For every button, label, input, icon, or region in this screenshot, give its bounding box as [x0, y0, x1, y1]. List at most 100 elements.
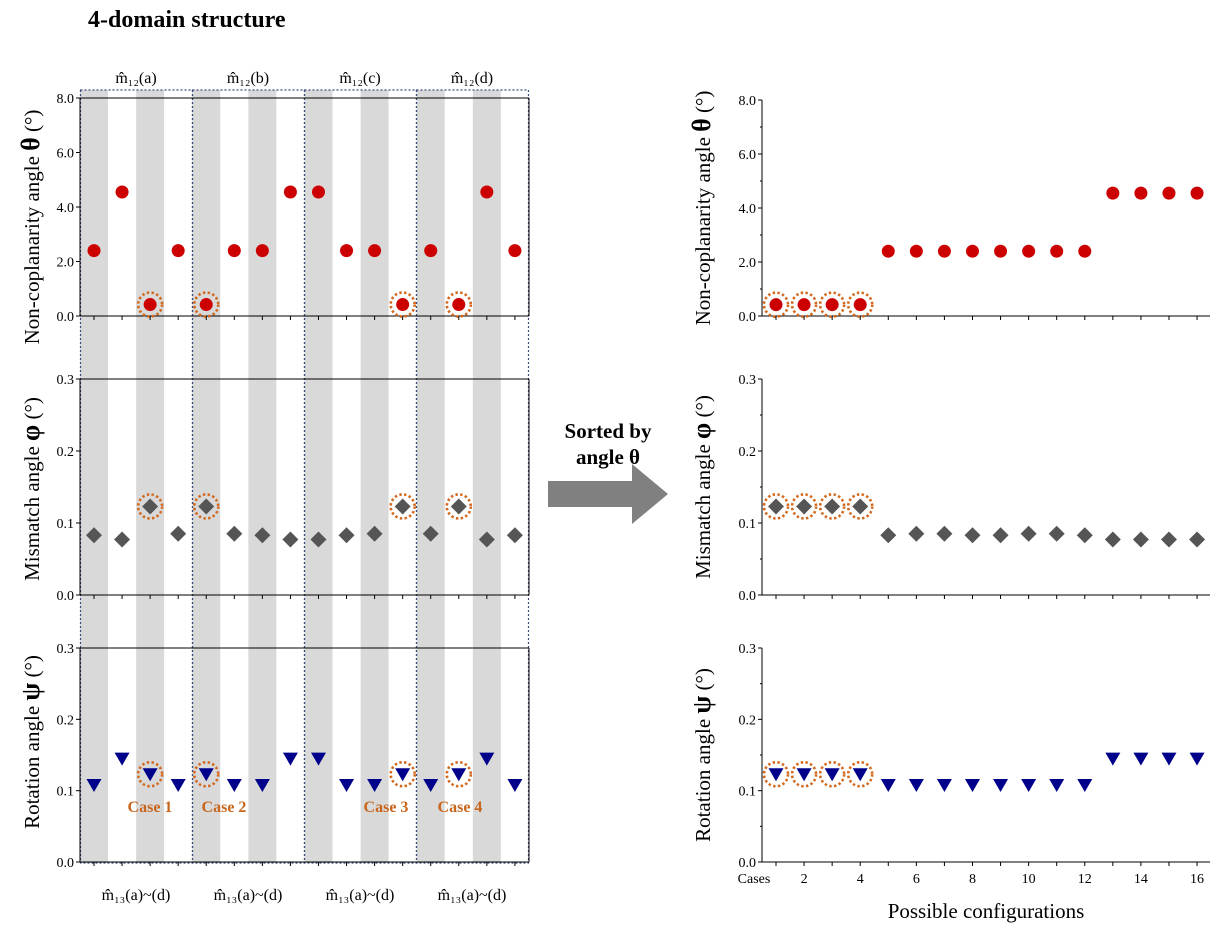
- right-theta-point-7: [937, 244, 951, 258]
- right-theta-point-15: [1162, 186, 1176, 200]
- right-psi-point-2: [796, 768, 812, 782]
- left-panel-theta: 0.0 2.0 4.0 6.0 8.0 Non-coplanarity angle θ (…: [16, 92, 530, 344]
- case-highlight-ring: [846, 760, 874, 788]
- left-psi-point-15: [479, 752, 495, 766]
- right-phi-point-1: [768, 498, 784, 515]
- left-phi-point-12: [394, 498, 411, 515]
- right-panel-psi: 0.0 0.1 0.2 0.3 Rotation angle ψ (°): [687, 642, 1210, 871]
- right-phi-point-9: [992, 527, 1009, 544]
- right-psi-ytick-label: 0.3: [739, 642, 757, 657]
- right-panel-phi: 0.0 0.1 0.2 0.3 Mismatch angle φ (°): [687, 373, 1210, 604]
- right-phi-ytick-label: 0.3: [739, 373, 757, 388]
- left-panel-psi: 0.0 0.1 0.2 0.3 Rotation angle ψ (°): [16, 642, 530, 871]
- right-phi-point-15: [1160, 531, 1177, 548]
- left-theta-point-9: [311, 185, 325, 199]
- right-theta-point-5: [881, 244, 895, 258]
- case-highlight-ring: [846, 493, 874, 520]
- right-theta-point-2: [797, 298, 811, 312]
- left-theta-point-2: [115, 185, 129, 199]
- right-theta-ytick-label: 4.0: [739, 202, 757, 217]
- case-highlight-ring: [790, 760, 818, 788]
- arrow-label-line1: Sorted by: [565, 419, 652, 443]
- grey-band-15: [472, 90, 501, 863]
- group-frame-4: [415, 89, 530, 864]
- x-tick-label-8: 8: [969, 872, 976, 887]
- case-highlight-ring: [445, 291, 473, 318]
- left-theta-ytick-label: 2.0: [57, 256, 75, 271]
- case-highlight-ring: [136, 493, 164, 520]
- left-psi-ytick-label: 0.2: [57, 713, 75, 728]
- right-theta-ytick-label: 0.0: [739, 310, 757, 325]
- left-theta-point-11: [368, 244, 382, 258]
- right-theta-point-14: [1134, 186, 1148, 200]
- right-psi-point-9: [993, 778, 1009, 792]
- grey-band-1: [80, 90, 108, 863]
- case-highlight-ring: [389, 493, 416, 520]
- right-phi-point-2: [796, 498, 813, 515]
- left-theta-ytick-label: 8.0: [57, 92, 75, 107]
- left-theta-point-7: [255, 244, 269, 258]
- case-highlight-ring: [389, 760, 416, 788]
- right-phi-point-11: [1048, 525, 1065, 542]
- grey-band-3: [136, 90, 165, 863]
- left-phi-point-5: [198, 498, 215, 515]
- arrow-label-line2: angle θ: [576, 445, 640, 469]
- right-phi-point-8: [964, 527, 981, 544]
- right-phi-point-3: [824, 498, 841, 515]
- left-psi-point-2: [114, 752, 130, 766]
- right-psi-point-5: [880, 778, 896, 792]
- group-frame-2: [191, 89, 306, 864]
- right-psi-ytick-label: 0.0: [739, 856, 757, 871]
- left-phi-point-1: [86, 527, 102, 544]
- right-theta-point-1: [769, 298, 783, 312]
- case-highlight-ring: [445, 493, 473, 520]
- group-frame-1: [79, 89, 194, 864]
- case-highlight-ring: [762, 291, 790, 318]
- left-phi-ytick-label: 0.3: [57, 373, 75, 388]
- grey-band-9: [304, 90, 333, 863]
- left-phi-point-2: [114, 531, 131, 548]
- left-psi-point-6: [226, 778, 242, 792]
- right-psi-point-10: [1021, 778, 1037, 792]
- left-phi-point-3: [142, 498, 159, 515]
- bottom-group-label-2: m̂₁₃(a)~(d): [214, 887, 283, 904]
- left-psi-point-7: [254, 778, 270, 792]
- left-theta-point-14: [452, 298, 466, 312]
- left-psi-point-1: [86, 778, 102, 792]
- case-label-1: Case 1: [128, 799, 173, 816]
- left-panel-phi: 0.0 0.1 0.2 0.3 Mismatch angle φ (°): [16, 373, 530, 604]
- left-phi-point-16: [506, 527, 523, 544]
- right-phi-ylabel: Mismatch angle φ (°): [687, 395, 716, 579]
- case-highlight-ring: [389, 291, 416, 318]
- right-psi-point-1: [768, 768, 784, 782]
- case-highlight-ring: [846, 291, 874, 318]
- right-psi-point-12: [1077, 778, 1093, 792]
- grey-band-7: [248, 90, 277, 863]
- right-theta-point-13: [1106, 186, 1120, 200]
- x-tick-label-6: 6: [913, 872, 920, 887]
- right-psi-point-14: [1133, 752, 1149, 766]
- left-theta-ytick-label: 0.0: [57, 310, 75, 325]
- left-theta-point-13: [424, 244, 438, 258]
- left-phi-point-11: [366, 525, 383, 542]
- right-phi-point-16: [1189, 531, 1206, 548]
- case-highlight-ring: [790, 493, 818, 520]
- left-psi-ylabel: Rotation angle ψ (°): [16, 655, 45, 829]
- right-theta-ylabel: Non-coplanarity angle θ (°): [687, 91, 716, 326]
- right-psi-point-13: [1105, 752, 1121, 766]
- left-psi-point-4: [170, 778, 186, 792]
- left-psi-point-3: [142, 768, 158, 782]
- bottom-group-label-3: m̂₁₃(a)~(d): [326, 887, 395, 904]
- left-theta-point-5: [199, 298, 213, 312]
- left-chart: 0.0 2.0 4.0 6.0 8.0 Non-coplanarity angle θ (…: [16, 70, 530, 904]
- right-phi-point-14: [1132, 531, 1149, 548]
- left-theta-point-1: [87, 244, 101, 258]
- right-psi-ytick-label: 0.2: [739, 713, 757, 728]
- x-first-label: Cases: [738, 872, 771, 887]
- left-phi-ytick-label: 0.0: [57, 589, 75, 604]
- case-highlight-ring: [192, 291, 220, 318]
- left-psi-ytick-label: 0.3: [57, 642, 75, 657]
- top-group-label-2: m̂₁₂(b): [227, 70, 269, 87]
- left-theta-point-10: [340, 244, 354, 258]
- left-phi-point-7: [254, 527, 271, 544]
